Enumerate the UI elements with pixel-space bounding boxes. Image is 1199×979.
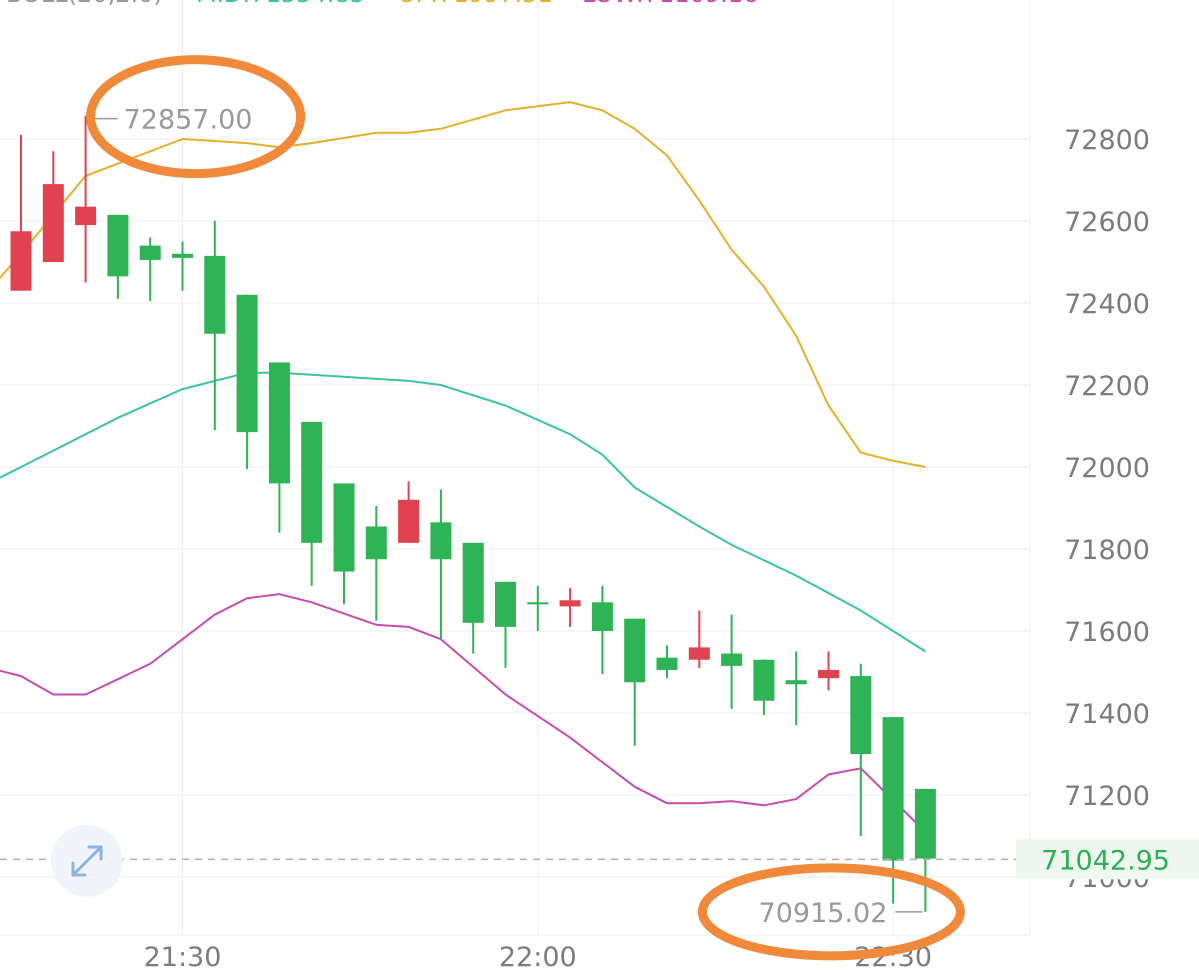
- legend-up: UP:71997.51: [398, 0, 553, 8]
- candle-body-down: [753, 659, 775, 701]
- min-price-label: 70915.02: [759, 898, 888, 929]
- expand-button[interactable]: [51, 825, 123, 897]
- y-tick-label: 72200: [1064, 371, 1150, 402]
- current-price-value: 71042.95: [1041, 845, 1170, 876]
- candle-body-up: [75, 206, 97, 226]
- bollinger-bands: [0, 101, 927, 833]
- y-tick-label: 71200: [1064, 781, 1150, 812]
- candle-body-down: [785, 680, 807, 685]
- boll-legend: BOLL(20,2.0) MID:71554.85 UP:71997.51 LO…: [6, 0, 758, 8]
- y-tick-label: 72600: [1064, 207, 1150, 238]
- candle: [430, 489, 452, 640]
- candle-body-up: [10, 231, 32, 291]
- candle: [495, 581, 516, 668]
- candle: [462, 542, 484, 654]
- candle-body-down: [301, 421, 323, 543]
- candle-body-down: [882, 717, 904, 861]
- candle: [688, 610, 710, 668]
- max-highlight-circle: [86, 55, 306, 179]
- candle-body-up: [688, 647, 710, 660]
- y-tick-label: 71600: [1064, 617, 1150, 648]
- candle: [301, 421, 323, 586]
- candle-body-down: [527, 602, 549, 605]
- candle: [107, 214, 129, 299]
- candle: [365, 505, 387, 621]
- candle-body-up: [559, 600, 581, 607]
- candle-body-down: [624, 618, 646, 683]
- candles: [10, 115, 936, 912]
- candle-body-up: [398, 499, 420, 543]
- candle-body-down: [462, 542, 484, 623]
- y-tick-label: 72400: [1064, 289, 1150, 320]
- min-annotation: 70915.02: [697, 863, 965, 961]
- candle: [204, 221, 226, 431]
- candle: [172, 241, 193, 291]
- candle-body-down: [268, 362, 290, 484]
- y-axis: 72800 72600 72400 72200 72000 71800 71600 71400…: [1064, 125, 1150, 894]
- candle-body-down: [430, 522, 452, 560]
- x-tick-label: 21:30: [144, 942, 222, 973]
- candle: [333, 483, 355, 605]
- candle-body-down: [721, 653, 743, 666]
- upper-band-line: [0, 101, 926, 468]
- candle-body-down: [495, 581, 516, 627]
- candle-body-down: [172, 253, 193, 258]
- candle-body-up: [42, 184, 64, 262]
- candle: [236, 294, 258, 470]
- current-price-marker: 71042.95: [0, 839, 1199, 880]
- candle-body-down: [139, 245, 161, 260]
- legend-mid: MID:71554.85: [196, 0, 365, 8]
- candle-body-down: [204, 255, 226, 334]
- candle: [591, 585, 613, 675]
- current-price-tag: [1016, 839, 1199, 880]
- lower-band-line: [0, 593, 927, 833]
- candle-body-down: [914, 788, 936, 859]
- candle: [10, 134, 32, 291]
- y-tick-label: 71400: [1064, 699, 1150, 730]
- legend-low: LOW:71109.16: [582, 0, 758, 8]
- candle: [139, 237, 161, 301]
- candle: [914, 788, 936, 912]
- candle: [398, 481, 420, 543]
- grid: [0, 0, 1031, 936]
- candle-body-down: [365, 526, 387, 560]
- legend-indicator: BOLL(20,2.0): [6, 0, 163, 8]
- candle-body-down: [107, 214, 129, 277]
- candle: [268, 362, 290, 533]
- max-annotation: 72857.00: [86, 55, 306, 179]
- candle-body-down: [236, 294, 258, 433]
- y-tick-label: 71800: [1064, 535, 1150, 566]
- candle: [753, 659, 775, 716]
- candle: [42, 151, 64, 262]
- candle: [850, 663, 872, 836]
- candle: [656, 645, 678, 679]
- x-tick-label: 22:00: [499, 942, 577, 973]
- mid-band-line: [0, 371, 926, 653]
- candle: [75, 115, 97, 283]
- candle: [624, 618, 646, 746]
- candle: [721, 614, 743, 709]
- candle: [818, 651, 839, 691]
- y-tick-label: 72000: [1064, 453, 1150, 484]
- candle-body-down: [333, 483, 355, 572]
- candle-body-down: [656, 657, 678, 670]
- candle-body-up: [818, 669, 839, 679]
- max-price-label: 72857.00: [124, 105, 253, 136]
- candle: [527, 585, 549, 631]
- candle-body-down: [850, 676, 872, 754]
- expand-arrows-icon: [71, 845, 103, 877]
- y-tick-label: 72800: [1064, 125, 1150, 156]
- candle-body-down: [591, 602, 613, 631]
- candle: [559, 587, 581, 627]
- min-highlight-circle: [697, 863, 965, 961]
- candle: [785, 651, 807, 726]
